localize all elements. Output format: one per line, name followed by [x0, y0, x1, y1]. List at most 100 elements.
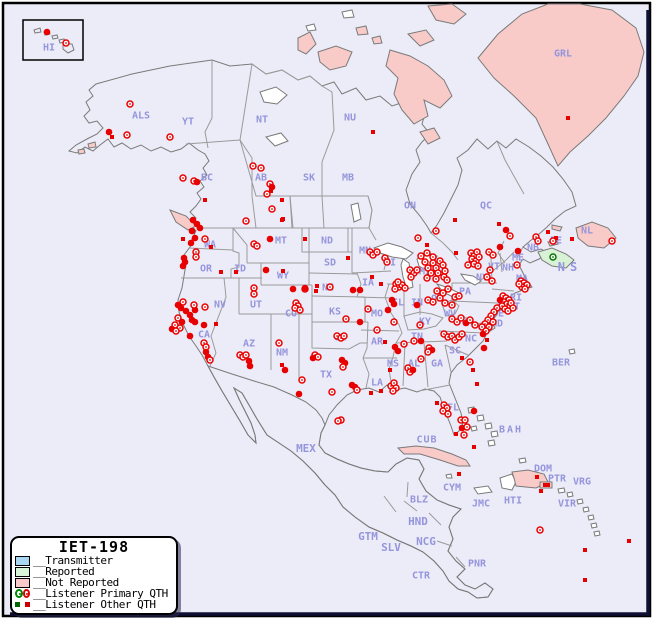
- region-label-ri: RI: [510, 293, 522, 304]
- listener-primary-qth-marker: [486, 266, 494, 274]
- listener-primary-qth-marker: [439, 261, 447, 269]
- listener-other-qth-marker: [425, 243, 429, 247]
- listener-dot-marker: [384, 306, 392, 314]
- region-label-sd: SD: [324, 258, 336, 269]
- legend-item-reported: __Reported: [15, 565, 176, 578]
- listener-primary-qth-marker: [389, 387, 397, 395]
- listener-primary-qth-marker: [424, 348, 432, 356]
- listener-primary-qth-marker-green: [549, 253, 557, 261]
- listener-other-qth-marker: [110, 135, 114, 139]
- listener-dot-marker: [514, 247, 522, 255]
- listener-dot-marker: [189, 216, 197, 224]
- green-square-icon: [15, 602, 20, 607]
- region-label-hnd: HND: [408, 515, 428, 528]
- legend-item-listener-primary: __Listener Primary QTH: [15, 587, 176, 600]
- listener-other-qth-marker: [388, 368, 392, 372]
- listener-dot-marker: [289, 285, 297, 293]
- region-label-cub: CUB: [416, 435, 437, 446]
- region-label-nh: NH: [502, 263, 514, 274]
- listener-primary-qth-marker: [471, 321, 479, 329]
- listener-primary-qth-marker: [416, 321, 424, 329]
- region-label-az: AZ: [243, 339, 255, 350]
- region-label-ns: NS: [558, 260, 582, 274]
- listener-primary-qth-marker: [192, 253, 200, 261]
- listener-primary-qth-marker: [179, 174, 187, 182]
- listener-primary-qth-marker: [407, 273, 415, 281]
- listener-primary-qth-marker: [414, 234, 422, 242]
- region-label-sc: SC: [449, 346, 461, 357]
- listener-dot-marker: [245, 357, 253, 365]
- listener-other-qth-marker: [203, 198, 207, 202]
- region-label-slv: SLV: [381, 541, 401, 554]
- listener-primary-qth-marker: [390, 318, 398, 326]
- listener-other-qth-marker: [583, 578, 587, 582]
- region-label-nd: ND: [321, 236, 333, 247]
- listener-dot-marker: [479, 330, 487, 338]
- red-ring-icon: [22, 589, 30, 598]
- region-label-or: OR: [200, 264, 213, 275]
- state-borders: [181, 60, 525, 568]
- region-label-mi: MI: [419, 267, 431, 278]
- listener-primary-qth-marker: [461, 416, 469, 424]
- listener-other-qth-marker: [460, 356, 464, 360]
- listener-other-qth-marker: [570, 237, 574, 241]
- region-label-nm: NM: [276, 348, 288, 359]
- listener-primary-qth-marker: [413, 266, 421, 274]
- listener-dot-marker: [417, 337, 425, 345]
- region-label-wy: WY: [277, 271, 289, 282]
- listener-primary-qth-marker: [373, 248, 381, 256]
- listener-primary-qth-marker: [334, 417, 342, 425]
- listener-other-qth-marker: [303, 237, 307, 241]
- listener-dot-marker: [246, 362, 254, 370]
- listener-primary-qth-marker: [257, 164, 265, 172]
- listener-primary-qth-marker: [448, 301, 456, 309]
- listener-dot-marker: [177, 304, 185, 312]
- listener-primary-qth-marker: [444, 410, 452, 418]
- listener-primary-qth-marker: [253, 242, 261, 250]
- region-label-nt: NT: [256, 115, 268, 126]
- region-label-vir: VIR: [558, 499, 577, 510]
- region-label-ut: UT: [250, 300, 262, 311]
- region-label-cym: CYM: [443, 483, 461, 494]
- region-label-ca: CA: [198, 330, 210, 341]
- listener-primary-qth-marker: [242, 217, 250, 225]
- listener-primary-qth-marker: [488, 277, 496, 285]
- listener-primary-qth-marker: [275, 339, 283, 347]
- listener-dot-marker: [202, 348, 210, 356]
- region-label-ncg: NCG: [416, 535, 436, 548]
- region-label-me: ME: [512, 253, 524, 264]
- listener-other-qth-marker: [454, 432, 458, 436]
- listener-primary-qth-marker: [434, 269, 442, 277]
- listener-dot-marker: [179, 262, 187, 270]
- listener-primary-qth-marker: [444, 285, 452, 293]
- listener-dot-marker: [191, 318, 199, 326]
- region-label-ab: AB: [255, 173, 267, 184]
- listener-primary-qth-marker: [466, 358, 474, 366]
- region-wv: [441, 299, 460, 317]
- region-label-jmc: JMC: [472, 499, 490, 510]
- region-label-nu: NU: [344, 113, 356, 124]
- region-label-nc: NC: [465, 334, 477, 345]
- listener-dot-marker: [394, 347, 402, 355]
- listener-primary-qth-marker: [250, 290, 258, 298]
- region-nt: [239, 63, 335, 197]
- legend-item-transmitter: __Transmitter: [15, 554, 176, 567]
- region-label-dom: DOM: [534, 464, 552, 475]
- region-label-nl: NL: [581, 226, 593, 237]
- listener-primary-qth-marker: [509, 304, 517, 312]
- region-label-vt: VT: [488, 262, 500, 273]
- transmitter-swatch: [15, 555, 30, 566]
- listener-other-qth-marker: [314, 289, 318, 293]
- listener-primary-qth-marker: [521, 285, 529, 293]
- listener-dot-marker: [356, 286, 364, 294]
- great-slave-lake: [265, 132, 289, 147]
- listener-dot-marker: [390, 300, 398, 308]
- listener-primary-qth-marker: [391, 285, 399, 293]
- region-label-sk: SK: [303, 173, 315, 184]
- bermuda: [568, 348, 576, 355]
- listener-primary-qth-marker: [298, 376, 306, 384]
- listener-other-qth-marker: [627, 539, 631, 543]
- haiti: [499, 473, 517, 491]
- listener-primary-qth-marker: [249, 162, 257, 170]
